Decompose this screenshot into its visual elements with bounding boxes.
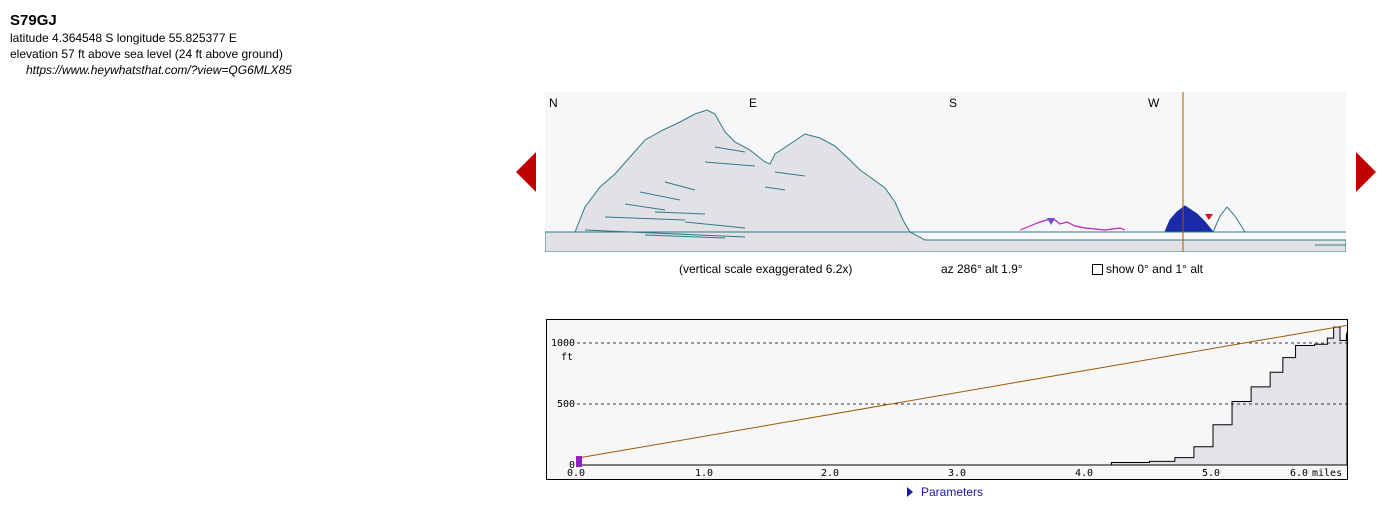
- terrain-profile: [578, 326, 1347, 466]
- mountain-ridges: [545, 109, 1346, 252]
- distant-terrain-blue: [1164, 205, 1215, 233]
- elevation-profile-chart[interactable]: 1000 ft 500 0 0.0 1.0 2.0 3.0 4.0 5.0 6.…: [546, 319, 1348, 480]
- site-elevation: elevation 57 ft above sea level (24 ft a…: [10, 47, 283, 61]
- panorama-svg: [545, 92, 1346, 252]
- pan-right-arrow-icon[interactable]: [1356, 152, 1376, 192]
- alt-lines-label: show 0° and 1° alt: [1106, 262, 1203, 276]
- x-tick-1: 1.0: [695, 468, 713, 479]
- site-header: S79GJ latitude 4.364548 S longitude 55.8…: [10, 12, 292, 78]
- compass-n-label: N: [549, 96, 558, 110]
- y-tick-0: 0: [569, 460, 575, 471]
- compass-e-label: E: [749, 96, 758, 110]
- site-name: S79GJ: [10, 12, 57, 29]
- x-tick-5: 5.0: [1202, 468, 1220, 479]
- compass-s-label: S: [949, 96, 958, 110]
- far-ridge-dashes: [584, 146, 806, 239]
- panorama-view[interactable]: N E S W: [545, 92, 1346, 252]
- x-tick-4: 4.0: [1075, 468, 1093, 479]
- parameters-toggle[interactable]: Parameters: [907, 485, 983, 499]
- site-coordinates: latitude 4.364548 S longitude 55.825377 …: [10, 31, 237, 45]
- x-tick-3: 3.0: [948, 468, 966, 479]
- parameters-label: Parameters: [921, 485, 984, 499]
- target-marker-icon: [1205, 214, 1213, 220]
- pan-left-arrow-icon[interactable]: [516, 152, 536, 192]
- x-tick-2: 2.0: [821, 468, 839, 479]
- x-tick-6: 6.0: [1290, 468, 1308, 479]
- alt-lines-toggle[interactable]: show 0° and 1° alt: [1092, 262, 1203, 276]
- x-unit-label: miles: [1312, 468, 1342, 479]
- azimuth-altitude-readout: az 286° alt 1.9°: [941, 262, 1023, 276]
- alt-lines-checkbox[interactable]: [1092, 263, 1103, 275]
- line-of-sight: [577, 324, 1347, 459]
- profile-svg: 1000 ft 500 0 0.0 1.0 2.0 3.0 4.0 5.0 6.…: [551, 324, 1347, 479]
- y-tick-500: 500: [557, 399, 575, 410]
- vertical-scale-note: (vertical scale exaggerated 6.2x): [679, 262, 853, 276]
- peak-marker-icon: [1047, 218, 1055, 225]
- expand-triangle-icon: [907, 487, 913, 497]
- view-link[interactable]: https://www.heywhatsthat.com/?view=QG6ML…: [26, 63, 292, 77]
- y-tick-1000: 1000: [551, 338, 575, 349]
- observer-marker-icon: [576, 456, 582, 468]
- distant-terrain-magenta: [1019, 218, 1126, 231]
- compass-w-label: W: [1148, 96, 1160, 110]
- y-unit-label: ft: [561, 352, 573, 363]
- x-tick-0: 0.0: [567, 468, 585, 479]
- near-terrain-teal: [1212, 206, 1246, 233]
